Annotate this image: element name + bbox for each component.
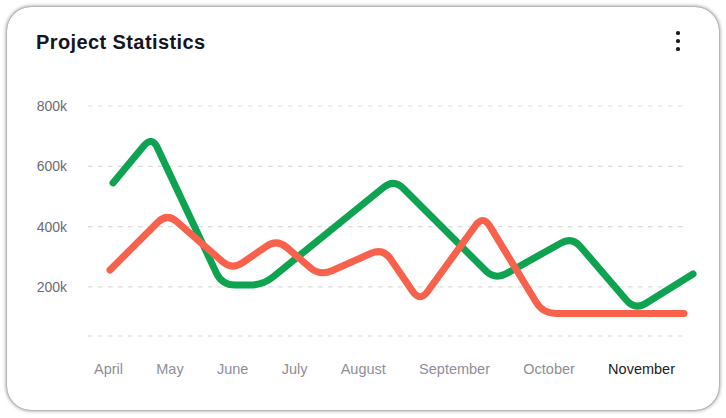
x-tick-label-july: July bbox=[282, 360, 308, 378]
y-tick-label: 200k bbox=[27, 278, 67, 296]
y-tick-label: 400k bbox=[27, 218, 67, 236]
x-tick-label-june: June bbox=[217, 360, 248, 378]
card-title: Project Statistics bbox=[36, 31, 206, 54]
kebab-dot bbox=[676, 47, 680, 51]
y-tick-label: 600k bbox=[27, 157, 67, 175]
x-tick-label-october: October bbox=[523, 360, 575, 378]
screenshot: Project Statistics 800k 600k 400k 200k Apri… bbox=[0, 0, 726, 418]
more-options-button[interactable] bbox=[666, 27, 690, 55]
x-axis-labels: April May June July August September October No… bbox=[88, 360, 682, 378]
project-statistics-card bbox=[7, 7, 719, 410]
x-tick-label-august: August bbox=[341, 360, 386, 378]
kebab-dot bbox=[676, 39, 680, 43]
x-tick-label-september: September bbox=[419, 360, 490, 378]
x-tick-label-april: April bbox=[94, 360, 123, 378]
kebab-dot bbox=[676, 31, 680, 35]
x-tick-label-november: November bbox=[608, 360, 675, 378]
x-tick-label-may: May bbox=[156, 360, 183, 378]
y-tick-label: 800k bbox=[27, 97, 67, 115]
